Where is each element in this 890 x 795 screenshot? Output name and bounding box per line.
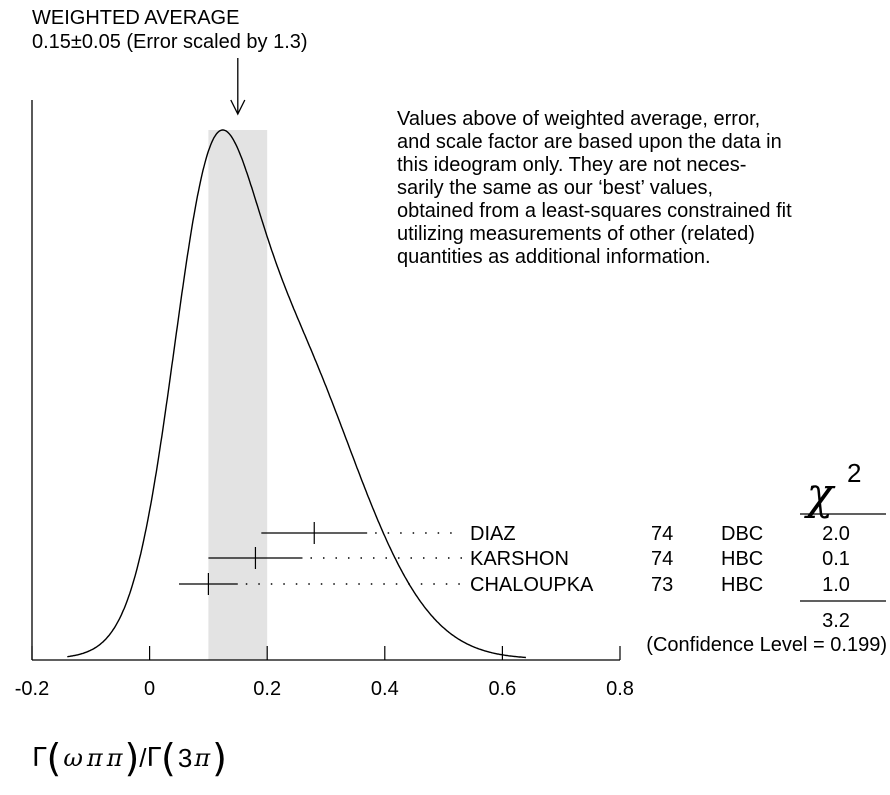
experiment-name: CHALOUPKA <box>470 574 594 596</box>
chi2-exponent: 2 <box>847 458 861 488</box>
chi2-value: 1.0 <box>822 574 850 596</box>
x-tick-label: 0.2 <box>253 678 281 700</box>
x-tick-label: -0.2 <box>15 678 49 700</box>
note-line: this ideogram only. They are not neces- <box>397 154 747 176</box>
note-line: sarily the same as our ‘best’ values, <box>397 177 714 199</box>
note-line: Values above of weighted average, error, <box>397 108 761 130</box>
confidence-level: (Confidence Level = 0.199) <box>646 634 887 656</box>
x-tick-label: 0 <box>144 678 155 700</box>
note-line: quantities as additional information. <box>397 246 711 268</box>
weighted-average-band <box>208 130 268 660</box>
chi2-symbol: χ <box>804 469 836 520</box>
chi2-value: 2.0 <box>822 523 850 545</box>
arrow-head <box>230 99 246 116</box>
chi2-total: 3.2 <box>822 610 850 632</box>
note-line: utilizing measurements of other (related… <box>397 223 755 245</box>
pi-symbol: π <box>106 744 123 772</box>
omega-symbol: ω <box>63 744 83 772</box>
close-paren: ) <box>212 736 227 780</box>
chi2-summary: χ 2 3.2(Confidence Level = 0.199) <box>646 458 887 656</box>
x-tick-label: 0.4 <box>371 678 399 700</box>
open-paren: ( <box>46 736 62 780</box>
chi2-value: 0.1 <box>822 548 850 570</box>
experiment-technique: HBC <box>721 574 763 596</box>
note-line: and scale factor are based upon the data… <box>397 131 782 153</box>
experiment-technique: HBC <box>721 548 763 570</box>
explanatory-note: Values above of weighted average, error,… <box>397 108 887 269</box>
pi-symbol: π <box>86 744 103 772</box>
three-digit: 3 <box>177 742 193 773</box>
x-tick-label: 0.8 <box>606 678 634 700</box>
experiment-technique: DBC <box>721 523 763 545</box>
ideogram-curve <box>67 129 526 659</box>
weighted-average-title: WEIGHTED AVERAGE <box>32 7 240 29</box>
experiment-year: 74 <box>651 548 673 570</box>
weighted-average-arrow <box>230 58 246 116</box>
x-axis-title: Γ ( ω π π ) / Γ ( 3 π ) <box>32 733 227 783</box>
experiment-name: KARSHON <box>470 548 569 570</box>
slash: / <box>139 742 147 773</box>
weighted-average-value: 0.15±0.05 (Error scaled by 1.3) <box>32 31 308 53</box>
experiment-year: 74 <box>651 523 673 545</box>
close-paren: ) <box>124 736 140 780</box>
x-tick-label: 0.6 <box>488 678 516 700</box>
pi-symbol: π <box>194 744 211 772</box>
gamma-symbol: Γ <box>146 743 162 773</box>
gamma-symbol: Γ <box>32 743 47 773</box>
note-line: obtained from a least-squares constraine… <box>397 200 792 222</box>
experiment-name: DIAZ <box>470 523 516 545</box>
experiment-year: 73 <box>651 574 673 596</box>
open-paren: ( <box>161 736 176 780</box>
